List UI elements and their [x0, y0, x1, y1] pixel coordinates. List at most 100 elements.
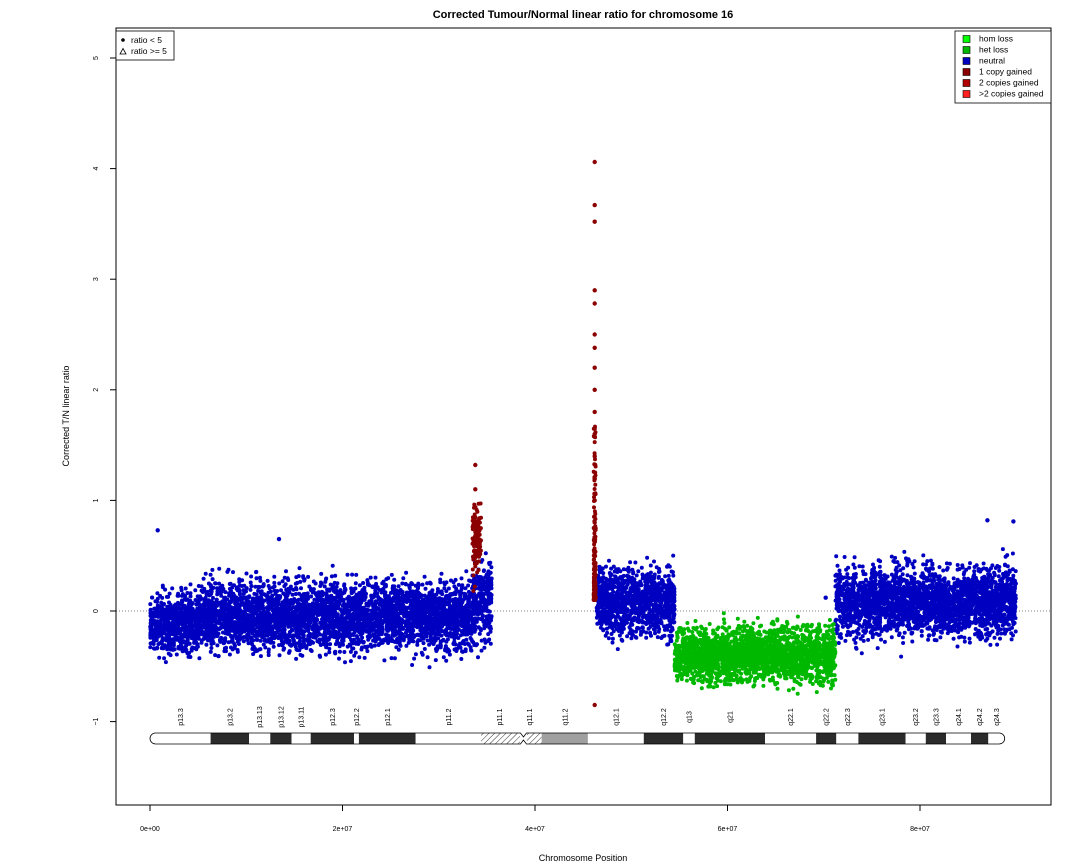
- data-point: [445, 602, 450, 607]
- data-point: [327, 609, 332, 614]
- data-point: [179, 621, 184, 626]
- data-point: [444, 593, 449, 598]
- data-point: [311, 590, 316, 595]
- data-point: [169, 615, 174, 620]
- data-point: [307, 637, 312, 642]
- data-point: [245, 607, 250, 612]
- data-point: [348, 621, 352, 626]
- data-point: [371, 632, 376, 637]
- data-point: [389, 656, 394, 661]
- data-point: [425, 599, 430, 604]
- data-point: [466, 589, 471, 594]
- data-point: [160, 617, 165, 622]
- data-point: [348, 649, 353, 654]
- data-point: [278, 624, 283, 629]
- data-point: [218, 610, 223, 615]
- data-point: [452, 647, 457, 652]
- data-point: [419, 593, 424, 598]
- data-point: [230, 620, 235, 625]
- data-point: [213, 581, 218, 586]
- data-point: [261, 582, 266, 587]
- data-point: [224, 627, 228, 632]
- data-point: [421, 630, 426, 635]
- data-point: [315, 591, 320, 596]
- data-point: [447, 652, 452, 657]
- data-point: [302, 620, 306, 625]
- data-point: [402, 596, 407, 601]
- data-point: [206, 635, 210, 639]
- data-point: [448, 611, 453, 616]
- data-point: [170, 622, 175, 627]
- data-point: [477, 631, 482, 636]
- data-point: [180, 649, 185, 654]
- data-point: [483, 551, 488, 556]
- data-point: [441, 655, 446, 660]
- chart-title: Corrected Tumour/Normal linear ratio for…: [433, 9, 734, 21]
- data-point: [272, 574, 277, 579]
- data-point: [456, 589, 461, 594]
- data-point: [489, 616, 494, 621]
- data-point: [202, 589, 207, 593]
- data-point: [393, 606, 398, 611]
- data-point: [164, 611, 169, 616]
- data-point: [371, 638, 376, 643]
- data-point: [288, 584, 293, 589]
- data-point: [356, 626, 361, 631]
- data-point: [175, 593, 180, 598]
- data-point: [200, 611, 205, 615]
- data-point: [404, 643, 409, 648]
- data-point: [476, 606, 481, 611]
- plot-frame: [115, 27, 1052, 806]
- data-point: [350, 572, 355, 577]
- data-point: [476, 655, 480, 660]
- data-point: [180, 598, 184, 603]
- data-point: [481, 578, 486, 583]
- data-point: [413, 633, 418, 638]
- data-point: [383, 632, 388, 637]
- data-point: [392, 656, 397, 661]
- data-point: [464, 627, 469, 632]
- data-point: [178, 627, 183, 632]
- data-point: [319, 571, 324, 576]
- data-point: [363, 624, 368, 629]
- data-point: [298, 579, 303, 584]
- data-point: [244, 586, 249, 591]
- data-point: [374, 581, 379, 586]
- data-point: [320, 592, 324, 597]
- data-point: [290, 642, 295, 647]
- data-point: [239, 600, 244, 605]
- data-point: [422, 614, 427, 619]
- data-point: [266, 616, 271, 621]
- data-point: [369, 644, 374, 649]
- data-point: [671, 553, 676, 558]
- data-point: [365, 578, 370, 583]
- data-point: [440, 629, 445, 634]
- data-point: [364, 629, 369, 634]
- data-point: [188, 582, 193, 587]
- data-point: [373, 575, 378, 580]
- data-point: [343, 660, 347, 665]
- data-point: [204, 642, 209, 647]
- data-point: [338, 621, 343, 626]
- data-point: [469, 648, 474, 653]
- data-point: [275, 605, 280, 610]
- data-point: [411, 639, 416, 644]
- data-point: [152, 637, 157, 642]
- data-point: [433, 626, 437, 631]
- data-point: [302, 592, 307, 597]
- data-point: [250, 604, 255, 609]
- data-point: [258, 654, 263, 659]
- data-point: [456, 643, 461, 648]
- data-point: [234, 636, 239, 641]
- data-point: [287, 630, 292, 635]
- data-point: [422, 647, 427, 651]
- data-point: [283, 582, 288, 587]
- data-point: [403, 581, 408, 586]
- data-point: [215, 634, 220, 639]
- data-point: [444, 658, 449, 663]
- data-point: [432, 640, 436, 645]
- data-point: [322, 610, 327, 615]
- data-point: [366, 635, 371, 640]
- data-point: [255, 595, 260, 600]
- data-point: [353, 650, 358, 655]
